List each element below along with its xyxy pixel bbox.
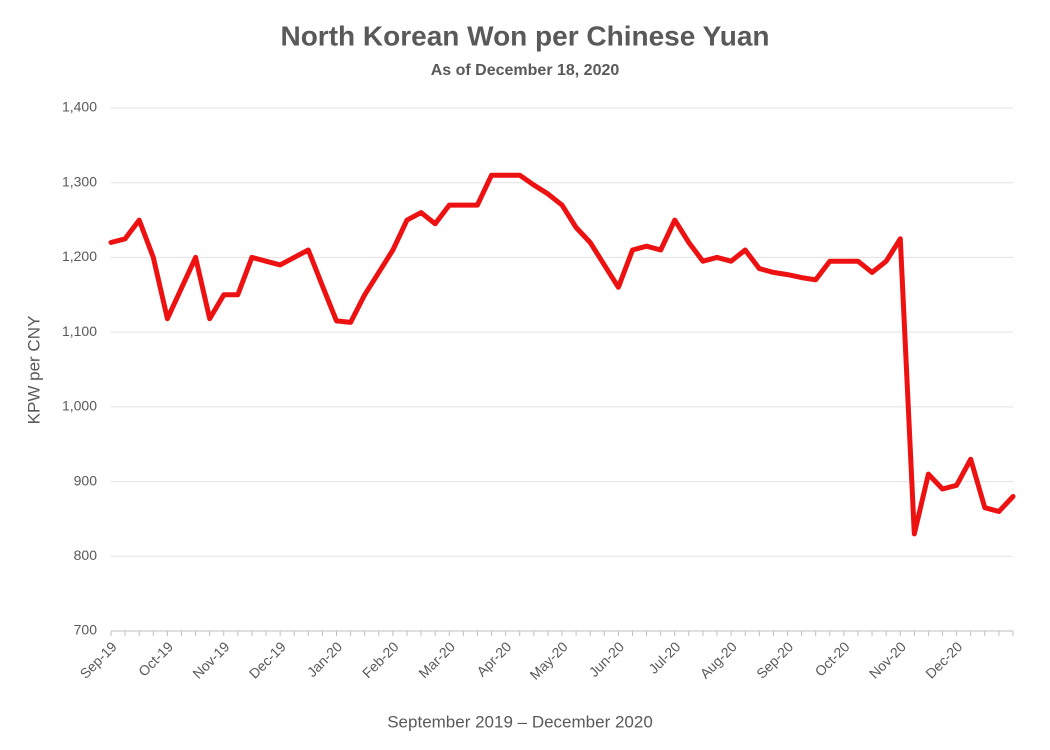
x-axis-title: September 2019 – December 2020 — [387, 712, 653, 731]
y-tick-label: 700 — [74, 622, 98, 638]
x-tick-label: Apr-20 — [473, 638, 514, 679]
x-tick-label: Dec-20 — [922, 638, 965, 681]
x-tick-label: Dec-19 — [246, 638, 289, 681]
x-tick-label: Sep-20 — [753, 638, 796, 681]
y-tick-label: 1,300 — [62, 173, 97, 189]
y-tick-label: 1,100 — [62, 323, 97, 339]
x-tick-label: Jan-20 — [304, 638, 346, 680]
chart-title: North Korean Won per Chinese Yuan — [280, 20, 769, 51]
x-tick-label: Mar-20 — [415, 638, 458, 681]
y-axis-title: KPW per CNY — [24, 316, 43, 425]
y-tick-label: 1,400 — [62, 99, 97, 115]
data-line — [108, 172, 1016, 537]
x-tick-label: Nov-19 — [189, 638, 232, 681]
x-tick-label: Aug-20 — [697, 638, 740, 681]
x-tick-label: Jun-20 — [586, 638, 628, 680]
y-tick-label: 900 — [74, 472, 98, 488]
x-tick-label: Oct-19 — [135, 638, 176, 679]
x-tick-label: Oct-20 — [812, 638, 853, 679]
x-tick-label: Sep-19 — [76, 638, 119, 681]
y-tick-label: 1,000 — [62, 398, 97, 414]
x-tick-label: Nov-20 — [866, 638, 909, 681]
x-tick-label: Jul-20 — [645, 638, 683, 676]
chart-subtitle: As of December 18, 2020 — [431, 62, 620, 79]
x-tick-label: Feb-20 — [359, 638, 402, 681]
x-tick-label: May-20 — [526, 638, 570, 682]
y-tick-label: 1,200 — [62, 248, 97, 264]
y-tick-label: 800 — [74, 547, 98, 563]
